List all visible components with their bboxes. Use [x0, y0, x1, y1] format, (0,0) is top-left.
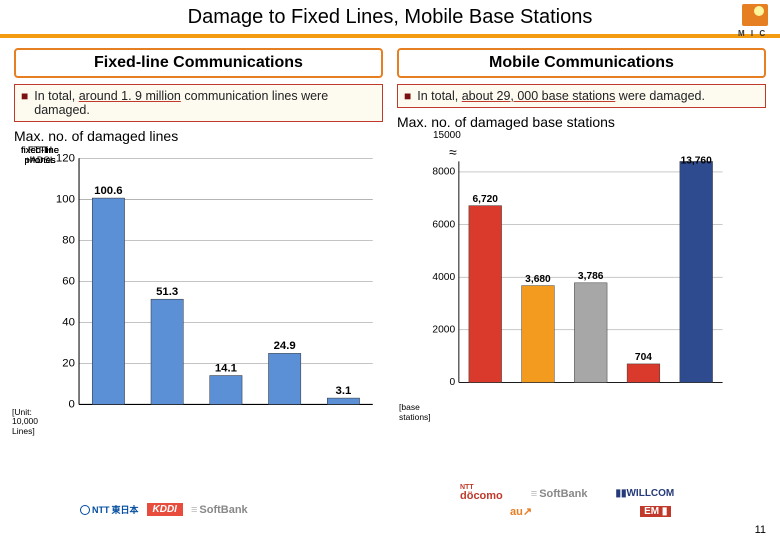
bullet-icon: ■ [404, 89, 411, 103]
svg-text:3.1: 3.1 [336, 385, 352, 397]
x-axis-category: fixed-linephones [14, 146, 66, 166]
right-callout: ■ In total, about 29, 000 base stations … [397, 84, 766, 108]
svg-text:60: 60 [62, 275, 75, 287]
page-number: 11 [755, 524, 766, 536]
content-columns: Fixed-line Communications ■ In total, ar… [0, 38, 780, 436]
left-subtitle: Max. no. of damaged lines [14, 128, 383, 144]
svg-text:0: 0 [449, 377, 455, 388]
mic-logo: M I C [738, 4, 772, 34]
svg-text:4000: 4000 [432, 272, 455, 283]
left-logo-row: NTT東日本 KDDI ≡SoftBank [80, 503, 248, 516]
svg-text:24.9: 24.9 [274, 340, 296, 352]
ntt-east-logo: NTT東日本 [80, 503, 139, 516]
svg-text:3,786: 3,786 [578, 271, 604, 282]
left-unit-label: [Unit: 10,000 Lines] [12, 408, 48, 436]
svg-text:51.3: 51.3 [156, 286, 178, 298]
willcom-logo: ▮▮WILLCOM [615, 488, 674, 499]
svg-text:6,720: 6,720 [472, 194, 498, 205]
svg-text:8000: 8000 [432, 167, 455, 178]
right-chart: 15000 ≈ 020004000600080006,7203,6803,786… [397, 132, 766, 422]
title-bar: Damage to Fixed Lines, Mobile Base Stati… [0, 0, 780, 38]
svg-text:100.6: 100.6 [94, 185, 122, 197]
svg-text:3,680: 3,680 [525, 274, 551, 285]
bullet-icon: ■ [21, 89, 28, 117]
svg-text:14.1: 14.1 [215, 362, 237, 374]
svg-text:40: 40 [62, 316, 75, 328]
right-column: Mobile Communications ■ In total, about … [397, 48, 766, 436]
svg-text:704: 704 [635, 352, 652, 363]
softbank-logo: ≡SoftBank [531, 488, 588, 500]
svg-text:6000: 6000 [432, 219, 455, 230]
docomo-logo: NTTdöcomo [460, 486, 503, 502]
svg-text:2000: 2000 [432, 325, 455, 336]
title-underline [0, 34, 780, 38]
svg-text:13,760: 13,760 [681, 155, 713, 166]
right-logo-row-1: NTTdöcomo ≡SoftBank ▮▮WILLCOM [460, 486, 674, 502]
left-chart: 020406080100120100.651.314.124.93.1 [Uni… [14, 146, 383, 436]
svg-text:0: 0 [69, 399, 75, 411]
right-logo-row-2: au↗ EM ▮ [510, 505, 671, 518]
svg-text:100: 100 [56, 193, 75, 205]
right-unit-label: [base stations] [399, 403, 435, 422]
left-column: Fixed-line Communications ■ In total, ar… [14, 48, 383, 436]
au-logo: au↗ [510, 505, 532, 518]
svg-text:80: 80 [62, 234, 75, 246]
right-extra-tick: 15000 [433, 130, 461, 141]
left-section-header: Fixed-line Communications [14, 48, 383, 78]
right-section-header: Mobile Communications [397, 48, 766, 78]
svg-text:20: 20 [62, 358, 75, 370]
right-subtitle: Max. no. of damaged base stations [397, 114, 766, 130]
left-callout: ■ In total, around 1. 9 million communic… [14, 84, 383, 122]
kddi-logo: KDDI [147, 503, 183, 516]
em-logo: EM ▮ [640, 506, 671, 517]
page-title: Damage to Fixed Lines, Mobile Base Stati… [0, 0, 780, 29]
softbank-logo: ≡SoftBank [191, 504, 248, 516]
